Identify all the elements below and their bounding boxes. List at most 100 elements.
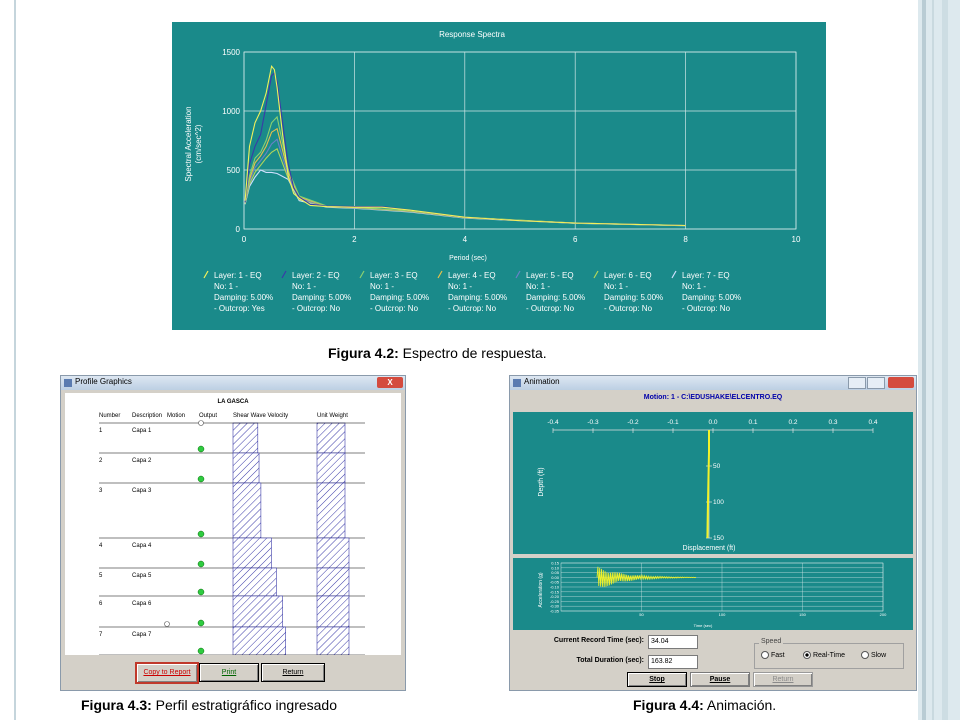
minimize-button[interactable] [848,377,866,389]
legend-text: Layer: 2 - EQ [292,271,340,280]
legend-text: - Outcrop: No [604,304,653,313]
shear-wave-velocity-bar [232,482,262,539]
output-marker[interactable] [197,588,205,596]
acceleration-tick-label: 0.15 [551,561,560,566]
output-marker[interactable] [197,475,205,483]
copy-to-report-button[interactable]: Copy to Report [135,662,199,684]
acceleration-tick-label: 0.10 [551,565,560,570]
return-button[interactable]: Return [261,663,325,682]
layer-number: 6 [99,601,103,607]
legend-text: Damping: 5.00% [214,293,273,302]
acceleration-tick-label: -0.20 [550,594,560,599]
unit-weight-bar [316,422,346,454]
legend-text: Damping: 5.00% [292,293,351,302]
legend-swatch [359,270,365,279]
total-duration-value: 163.82 [651,658,673,665]
legend-item: Layer: 4 - EQ No: 1 - Damping: 5.00% - Outc… [437,270,507,313]
profile-project-title: LA GASCA [217,399,249,405]
x-tick-label: 2 [352,235,357,244]
layer-number: 4 [99,543,103,549]
radio-selected-icon [803,651,811,659]
layer-description: Capa 5 [132,573,152,579]
total-duration-field: 163.82 [648,655,698,669]
layer-description: Capa 1 [132,428,152,434]
legend-swatch [593,270,599,279]
return-button-disabled[interactable]: Return [753,672,813,687]
output-marker[interactable] [197,619,205,627]
unit-weight-bar [316,567,350,597]
unit-weight-bar [316,537,350,569]
chart-gridlines [243,51,797,230]
speed-option-real-time[interactable]: Real-Time [803,651,845,659]
legend-text: No: 1 - [604,282,628,291]
output-marker[interactable] [197,560,205,568]
speed-option-slow[interactable]: Slow [861,651,886,659]
legend-text: Damping: 5.00% [526,293,585,302]
output-marker[interactable] [197,647,205,655]
displacement-axis-label: Displacement (ft) [683,545,736,552]
unit-weight-bar [316,595,350,628]
current-record-time-field: 34.04 [648,635,698,649]
displacement-tick-label: -0.3 [587,419,599,426]
header-shear-wave-velocity: Shear Wave Velocity [233,413,288,419]
pause-button[interactable]: Pause [690,672,750,687]
profile-layer-row: 6 Capa 6 [99,595,365,628]
motion-input-marker[interactable] [164,621,170,627]
legend-text: Layer: 4 - EQ [448,271,496,280]
stop-button[interactable]: Stop [627,672,687,687]
y-tick-label: 0 [236,225,241,234]
y-tick-label: 1500 [222,48,240,57]
legend-text: No: 1 - [292,282,316,291]
caption-fig-4-4-label: Figura 4.4: [633,697,704,713]
legend-text: - Outcrop: No [292,304,341,313]
chart-series [244,64,686,227]
legend-text: No: 1 - [526,282,550,291]
legend-text: Damping: 5.00% [448,293,507,302]
acceleration-tick-label: -0.25 [550,599,560,604]
layer-description: Capa 4 [132,543,152,549]
profile-layer-row: 3 Capa 3 [99,482,365,539]
chart-y-ticks: 0 500 1000 1500 [222,48,240,234]
window-title: Animation [524,377,560,386]
output-marker[interactable] [197,530,205,538]
current-record-time-label: Current Record Time (sec): [553,637,644,644]
displacement-tick-label: -0.4 [547,419,559,426]
x-tick-label: 6 [573,235,578,244]
print-button[interactable]: Print [199,663,259,682]
output-marker[interactable] [197,445,205,453]
window-titlebar[interactable]: Animation [510,376,916,390]
acceleration-trace [596,566,697,587]
caption-fig-4-2-text: Espectro de respuesta. [398,345,547,361]
legend-text: Layer: 3 - EQ [370,271,418,280]
window-title: Profile Graphics [75,377,132,386]
time-ticks: 50 100 150 200 [560,562,887,617]
profile-button-bar: Copy to Report Print Return [65,657,401,687]
caption-fig-4-3-label: Figura 4.3: [81,697,152,713]
time-tick-label: 100 [719,612,726,617]
close-button[interactable] [888,377,914,388]
return-label-disabled: Return [772,676,794,683]
acceleration-time-plot: Acceleration (g) 0.150.100.050.00-0.05-0… [513,558,913,630]
legend-text: - Outcrop: No [526,304,575,313]
page-left-rule [14,0,16,720]
legend-item: Layer: 1 - EQ No: 1 - Damping: 5.00% - Outc… [203,270,273,313]
maximize-button[interactable] [867,377,885,389]
caption-fig-4-3: Figura 4.3: Perfil estratigráfico ingres… [81,697,337,713]
header-description: Description [132,413,162,419]
speed-option-fast[interactable]: Fast [761,651,785,659]
layer-number: 3 [99,488,103,494]
window-titlebar[interactable]: Profile Graphics X [61,376,405,390]
displacement-tick-label: 0.3 [828,419,837,426]
spectrum-series-line [244,64,686,227]
radio-unselected-icon [761,651,769,659]
plot-area-frame [243,51,797,230]
time-tick-label: 50 [639,612,644,617]
acceleration-tick-label: -0.05 [550,580,560,585]
y-tick-label: 500 [227,166,241,175]
legend-item: Layer: 3 - EQ No: 1 - Damping: 5.00% - Outc… [359,270,429,313]
caption-fig-4-2: Figura 4.2: Espectro de respuesta. [328,345,547,361]
chart-title: Response Spectra [439,30,505,39]
close-button[interactable]: X [377,377,403,388]
motion-input-marker[interactable] [198,420,204,426]
legend-text: - Outcrop: No [682,304,731,313]
